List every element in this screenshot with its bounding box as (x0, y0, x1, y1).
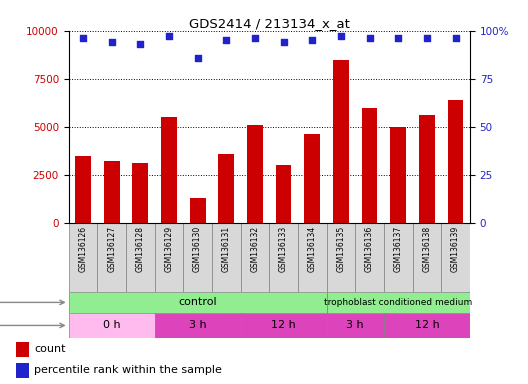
Point (451, 35, 460, 41)
Text: GSM136130: GSM136130 (193, 226, 202, 272)
Text: GSM136135: GSM136135 (336, 226, 345, 272)
Bar (276, 165, 291, 223)
Text: percentile rank within the sample: percentile rank within the sample (34, 364, 222, 375)
Point (279, 39, 288, 45)
Text: GSM136138: GSM136138 (422, 226, 431, 272)
Point (337, 33, 345, 40)
Text: 12 h: 12 h (414, 320, 439, 331)
FancyBboxPatch shape (212, 223, 241, 292)
FancyBboxPatch shape (241, 223, 269, 292)
Text: GSM136131: GSM136131 (222, 226, 231, 272)
Bar (133, 163, 148, 223)
Point (136, 41, 145, 47)
Bar (75, 156, 91, 223)
Text: GSM136128: GSM136128 (136, 226, 145, 272)
Text: GSM136132: GSM136132 (250, 226, 259, 272)
Bar (155, 313, 241, 338)
Text: count: count (34, 344, 66, 354)
Point (251, 35, 259, 41)
Bar (384, 313, 470, 338)
Bar (305, 134, 320, 223)
Text: 12 h: 12 h (271, 320, 296, 331)
Point (365, 35, 374, 41)
Bar (16, 363, 29, 378)
Bar (327, 292, 470, 313)
Text: GSM136127: GSM136127 (107, 226, 116, 272)
FancyBboxPatch shape (384, 223, 412, 292)
Text: GSM136129: GSM136129 (164, 226, 174, 272)
Bar (327, 313, 384, 338)
Text: time: time (0, 320, 64, 331)
Text: agent: agent (0, 297, 64, 308)
Text: GSM136136: GSM136136 (365, 226, 374, 272)
Point (79, 35, 87, 41)
Bar (16, 342, 29, 357)
Bar (219, 154, 234, 223)
FancyBboxPatch shape (355, 223, 384, 292)
Text: 3 h: 3 h (189, 320, 206, 331)
Point (394, 35, 402, 41)
FancyBboxPatch shape (412, 223, 441, 292)
Text: trophoblast conditioned medium: trophoblast conditioned medium (324, 298, 473, 307)
FancyBboxPatch shape (269, 223, 298, 292)
FancyBboxPatch shape (298, 223, 327, 292)
Point (222, 37, 231, 43)
Point (423, 35, 431, 41)
Bar (241, 313, 327, 338)
Text: GSM136139: GSM136139 (451, 226, 460, 272)
Point (308, 37, 316, 43)
Point (165, 33, 173, 40)
Bar (161, 117, 177, 223)
Text: GSM136126: GSM136126 (79, 226, 88, 272)
Bar (190, 198, 205, 223)
Bar (333, 60, 349, 223)
Bar (247, 125, 263, 223)
Title: GDS2414 / 213134_x_at: GDS2414 / 213134_x_at (189, 17, 350, 30)
Bar (104, 161, 119, 223)
FancyBboxPatch shape (69, 223, 97, 292)
Text: GSM136134: GSM136134 (308, 226, 317, 272)
Text: GSM136133: GSM136133 (279, 226, 288, 272)
FancyBboxPatch shape (327, 223, 355, 292)
Text: control: control (178, 297, 217, 308)
FancyBboxPatch shape (441, 223, 470, 292)
Text: GSM136137: GSM136137 (394, 226, 403, 272)
Text: 0 h: 0 h (103, 320, 120, 331)
Bar (419, 115, 435, 223)
Text: 3 h: 3 h (346, 320, 364, 331)
Bar (390, 127, 406, 223)
FancyBboxPatch shape (97, 223, 126, 292)
Bar (362, 108, 378, 223)
FancyBboxPatch shape (155, 223, 183, 292)
Point (193, 55, 202, 61)
Bar (69, 292, 327, 313)
Bar (69, 313, 155, 338)
Point (107, 39, 116, 45)
Bar (448, 100, 464, 223)
FancyBboxPatch shape (126, 223, 155, 292)
FancyBboxPatch shape (183, 223, 212, 292)
